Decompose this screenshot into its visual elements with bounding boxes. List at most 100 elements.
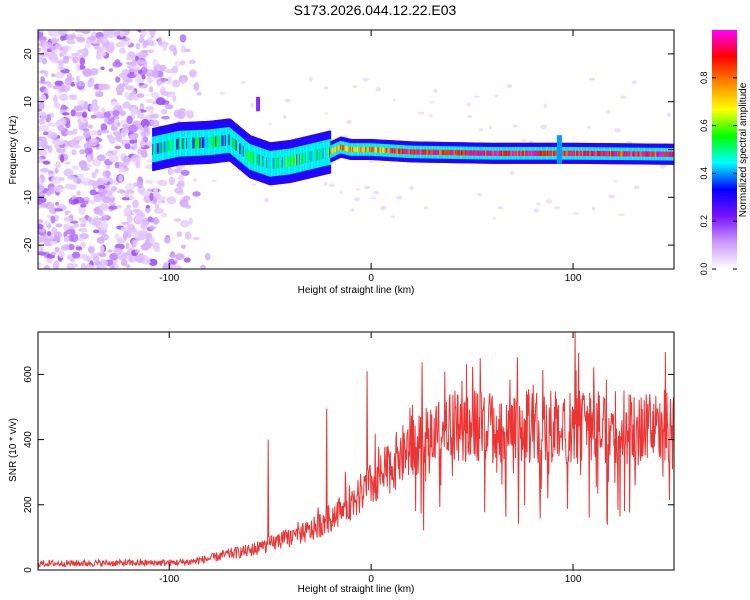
heatmap-noise-blob xyxy=(149,237,156,244)
heatmap-noise-blob xyxy=(75,75,80,82)
heatmap-ridge-core xyxy=(299,153,303,165)
heatmap-ridge-core xyxy=(555,150,558,156)
heatmap-ridge-core xyxy=(534,150,538,156)
heatmap-ridge-core xyxy=(379,147,383,153)
heatmap-noise-blob xyxy=(116,237,127,244)
heatmap-ridge-core xyxy=(337,145,340,151)
heatmap-noise-blob xyxy=(70,233,79,243)
heatmap-ridge-core xyxy=(522,150,525,156)
heatmap-ridge-core xyxy=(602,150,605,157)
heatmap-noise-blob xyxy=(466,102,471,107)
heatmap-ridge-core xyxy=(162,141,166,153)
heatmap-noise-blob xyxy=(148,108,155,115)
heatmap-ridge-core xyxy=(469,150,472,156)
heatmap-noise-blob xyxy=(57,66,66,70)
heatmap-noise-blob xyxy=(606,109,611,114)
heatmap-ridge-core xyxy=(270,158,274,170)
heatmap-ridge-core xyxy=(368,146,372,153)
heatmap-noise-blob xyxy=(81,69,91,75)
heatmap-ridge-core xyxy=(553,150,556,156)
heatmap-noise-blob xyxy=(145,99,155,104)
heatmap-ridge-core xyxy=(659,151,662,157)
heatmap-noise-blob xyxy=(131,58,137,68)
heatmap-ridge-core xyxy=(422,149,425,155)
heatmap-noise-blob xyxy=(370,197,376,200)
heatmap-noise-blob xyxy=(176,182,185,188)
heatmap-ridge-core xyxy=(544,150,547,156)
heatmap-ridge-core xyxy=(509,150,512,156)
heatmap-noise-blob xyxy=(80,241,87,249)
heatmap-noise-blob xyxy=(90,114,97,119)
heatmap-ridge-core xyxy=(207,136,211,148)
heatmap-noise-blob xyxy=(82,117,89,121)
heatmap-ridge-core xyxy=(419,149,423,155)
heatmap-ridge-core xyxy=(639,151,642,157)
heatmap-ridge-core xyxy=(326,147,329,159)
heatmap-ridge-core xyxy=(225,134,229,146)
heatmap-ridge-core xyxy=(493,150,496,156)
heatmap-ridge-core xyxy=(473,150,476,156)
heatmap-noise-blob xyxy=(372,191,380,195)
heatmap-noise-blob xyxy=(55,186,65,190)
heatmap-ridge-core xyxy=(374,147,378,153)
heatmap-ridge-core xyxy=(417,149,420,155)
heatmap-noise-blob xyxy=(109,202,116,206)
heatmap-noise-blob xyxy=(74,30,84,33)
heatmap-noise-blob xyxy=(100,123,108,132)
heatmap-noise-blob xyxy=(134,249,140,254)
heatmap-noise-blob xyxy=(161,91,170,96)
heatmap-noise-blob xyxy=(81,111,88,118)
heatmap-noise-blob xyxy=(189,69,197,78)
heatmap-noise-blob xyxy=(96,154,106,162)
heatmap-ridge-core xyxy=(404,148,407,155)
heatmap-ridge-core xyxy=(435,149,438,155)
heatmap-noise-blob xyxy=(147,42,156,47)
heatmap-ridge-core xyxy=(195,137,198,149)
heatmap-noise-blob xyxy=(96,46,106,52)
heatmap-noise-blob xyxy=(89,68,99,76)
heatmap-ridge-core xyxy=(568,150,572,156)
heatmap-ridge-core xyxy=(418,149,421,155)
heatmap-ridge-core xyxy=(179,138,183,150)
heatmap-noise-blob xyxy=(324,86,329,90)
heatmap-ridge-core xyxy=(662,151,665,157)
heatmap-noise-blob xyxy=(38,185,45,190)
heatmap-noise-blob xyxy=(38,55,43,63)
heatmap-noise-blob xyxy=(125,85,135,91)
heatmap-noise-blob xyxy=(189,59,196,65)
heatmap-noise-blob xyxy=(132,208,140,213)
heatmap-noise-blob xyxy=(116,122,121,127)
heatmap-ridge-core xyxy=(296,154,299,166)
heatmap-ridge-core xyxy=(395,148,398,154)
heatmap-noise-blob xyxy=(161,196,166,201)
heatmap-ridge-core xyxy=(347,146,350,152)
heatmap-ridge-core xyxy=(563,150,567,156)
heatmap-ridge-core xyxy=(318,149,321,161)
heatmap-noise-blob xyxy=(55,141,65,146)
heatmap-noise-blob xyxy=(120,128,128,138)
heatmap-ridge-core xyxy=(584,150,587,157)
heatmap-noise-blob xyxy=(185,204,190,209)
heatmap-noise-blob xyxy=(417,111,425,115)
heatmap-ridge-core xyxy=(514,150,517,156)
heatmap-noise-blob xyxy=(68,184,77,190)
heatmap-noise-blob xyxy=(65,130,75,136)
heatmap-noise-blob xyxy=(86,154,92,164)
heatmap-noise-blob xyxy=(94,83,100,90)
heatmap-noise-blob xyxy=(70,109,77,117)
heatmap-ridge-core xyxy=(487,150,490,156)
heatmap-noise-blob xyxy=(40,76,45,84)
heatmap-ridge-core xyxy=(288,156,292,167)
heatmap-noise-blob xyxy=(613,180,618,183)
heatmap-noise-blob xyxy=(179,34,187,43)
snr-x-tick-label: -100 xyxy=(159,574,179,585)
heatmap-ridge-core xyxy=(246,149,249,161)
heatmap-noise-blob xyxy=(172,47,178,56)
heatmap-noise-blob xyxy=(174,187,184,194)
heatmap-noise-blob xyxy=(117,166,125,173)
heatmap-noise-blob xyxy=(74,111,84,117)
heatmap-ridge-core xyxy=(233,138,236,149)
heatmap-noise-blob xyxy=(126,215,133,224)
heatmap-noise-blob xyxy=(392,98,397,102)
